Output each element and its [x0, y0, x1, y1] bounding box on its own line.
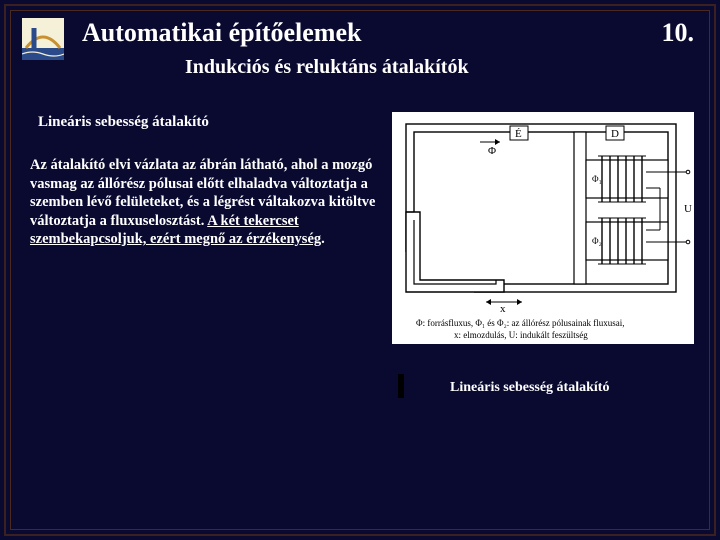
svg-text:x: elmozdulás, U: indukált fes: x: elmozdulás, U: indukált feszültség [454, 330, 588, 340]
body-paragraph: Az átalakító elvi vázlata az ábrán látha… [30, 156, 378, 249]
svg-text:D: D [611, 128, 619, 140]
slide-title: Automatikai építőelemek [82, 18, 361, 48]
logo [22, 18, 64, 60]
figure-caption: Lineáris sebesség átalakító [450, 380, 609, 396]
svg-text:É: É [515, 128, 522, 140]
caption-mark [398, 374, 404, 398]
slide-subtitle: Indukciós és reluktáns átalakítók [185, 56, 469, 79]
body-text-a: Az átalakító elvi vázlata az ábrán látha… [30, 157, 376, 229]
page-number: 10. [662, 18, 695, 48]
svg-text:Φ: forrásfluxus, Φ₁ és Φ₂: az: Φ: forrásfluxus, Φ₁ és Φ₂: az állórész p… [416, 318, 624, 328]
svg-text:U: U [684, 203, 692, 215]
svg-text:Φ₂: Φ₂ [592, 236, 602, 246]
svg-text:Φ: Φ [488, 145, 496, 157]
svg-text:Φ₁: Φ₁ [592, 174, 602, 184]
svg-text:x: x [500, 303, 506, 315]
body-text-c: . [321, 231, 325, 247]
schematic-figure: É D Φ Φ₁ Φ₂ x U Φ: forrásfluxus, Φ₁ és Φ… [392, 112, 694, 344]
section-heading: Lineáris sebesség átalakító [38, 114, 209, 131]
